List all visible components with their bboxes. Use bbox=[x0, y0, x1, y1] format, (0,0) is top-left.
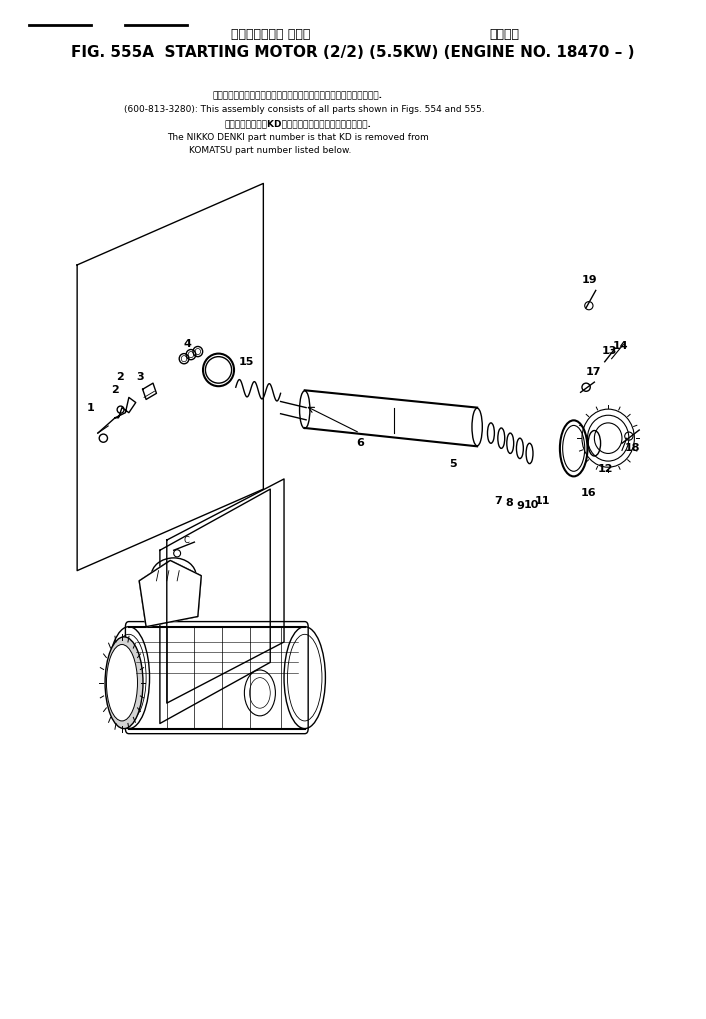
Text: このアセンブリの構成部品は第５５４図および第５５５図を含みます.: このアセンブリの構成部品は第５５４図および第５５５図を含みます. bbox=[213, 92, 383, 100]
Text: 適用号機: 適用号機 bbox=[490, 29, 520, 41]
Text: 4: 4 bbox=[184, 339, 191, 350]
Text: 7: 7 bbox=[494, 496, 502, 506]
Text: 6: 6 bbox=[356, 438, 364, 448]
Text: FIG. 555A  STARTING MOTOR (2/2) (5.5KW) (ENGINE NO. 18470 – ): FIG. 555A STARTING MOTOR (2/2) (5.5KW) (… bbox=[71, 46, 635, 60]
Text: スターティング モータ: スターティング モータ bbox=[231, 29, 310, 41]
Text: 9: 9 bbox=[516, 501, 524, 512]
Text: The NIKKO DENKI part number is that KD is removed from: The NIKKO DENKI part number is that KD i… bbox=[167, 133, 429, 142]
Text: 2: 2 bbox=[116, 372, 124, 382]
Text: 19: 19 bbox=[582, 275, 597, 285]
Text: KOMATSU part number listed below.: KOMATSU part number listed below. bbox=[189, 147, 352, 155]
Text: 1: 1 bbox=[87, 403, 95, 413]
Text: 12: 12 bbox=[598, 464, 614, 474]
Text: 10: 10 bbox=[523, 500, 539, 511]
Ellipse shape bbox=[107, 644, 138, 721]
Text: 14: 14 bbox=[613, 341, 628, 352]
Text: C: C bbox=[183, 536, 189, 544]
Ellipse shape bbox=[105, 637, 143, 729]
Text: (600-813-3280): This assembly consists of all parts shown in Figs. 554 and 555.: (600-813-3280): This assembly consists o… bbox=[124, 105, 485, 113]
Text: 品番のメーカ記号KDを抜いたものが日炅電機の品番です.: 品番のメーカ記号KDを抜いたものが日炅電機の品番です. bbox=[225, 120, 371, 128]
Text: 3: 3 bbox=[137, 372, 145, 382]
Text: 11: 11 bbox=[535, 496, 551, 506]
Text: 2: 2 bbox=[112, 385, 119, 395]
Text: 16: 16 bbox=[581, 488, 597, 498]
Ellipse shape bbox=[151, 558, 196, 593]
Text: 18: 18 bbox=[625, 443, 640, 453]
Text: 5: 5 bbox=[449, 459, 457, 469]
Text: 17: 17 bbox=[585, 367, 601, 377]
Text: 15: 15 bbox=[239, 357, 253, 367]
Polygon shape bbox=[139, 560, 201, 627]
Text: 13: 13 bbox=[602, 345, 617, 356]
Text: 8: 8 bbox=[505, 498, 513, 508]
